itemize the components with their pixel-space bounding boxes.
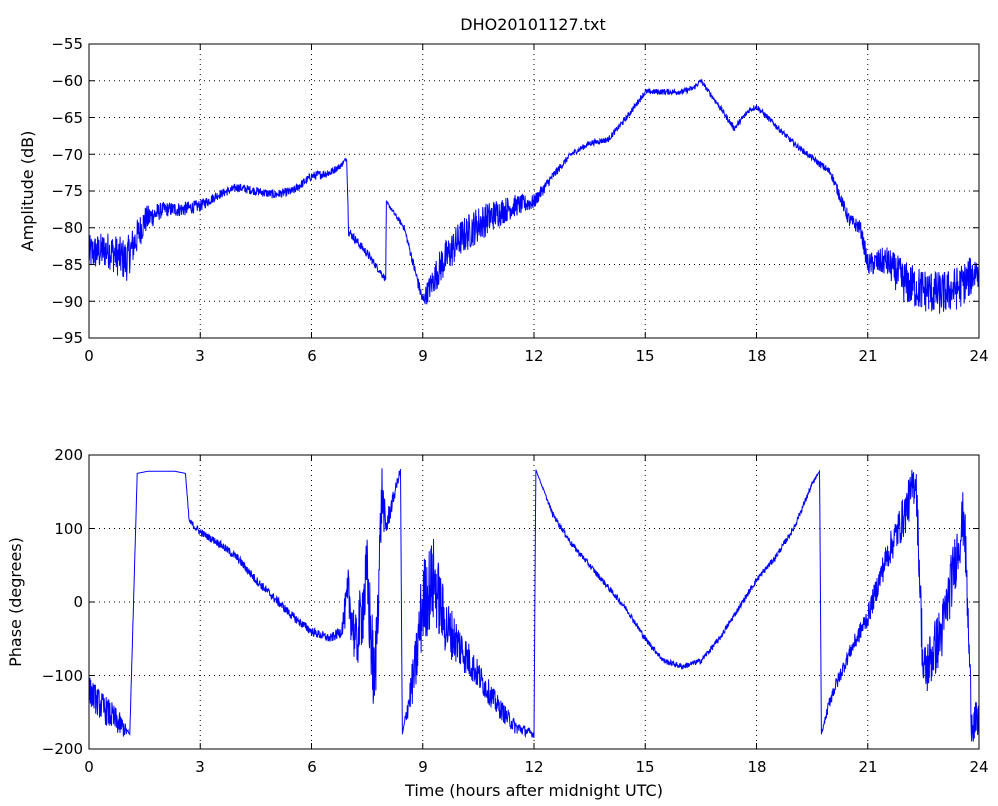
phase-x-tick-labels: 0 3 6 9 12 15 18 21 24	[84, 758, 988, 776]
phase-x-axis-label: Time (hours after midnight UTC)	[404, 781, 663, 800]
y-tick-label: −90	[51, 293, 83, 311]
phase-plot: −200 −100 0 100 200 0 3 6 9 12 15 18 21 …	[6, 446, 989, 800]
x-tick-label: 0	[84, 347, 94, 365]
amplitude-series	[88, 78, 980, 314]
phase-ticks	[88, 454, 980, 750]
x-tick-label: 9	[418, 758, 428, 776]
y-tick-label: −65	[51, 109, 83, 127]
phase-y-tick-labels: −200 −100 0 100 200	[42, 446, 83, 758]
amplitude-ticks	[88, 43, 980, 339]
phase-y-axis-label: Phase (degrees)	[6, 537, 25, 667]
x-tick-label: 6	[307, 758, 317, 776]
x-tick-label: 21	[858, 758, 877, 776]
x-tick-label: 3	[195, 758, 205, 776]
x-tick-label: 15	[635, 758, 654, 776]
x-tick-label: 6	[307, 347, 317, 365]
y-tick-label: 200	[54, 446, 83, 464]
phase-series	[88, 468, 980, 742]
y-tick-label: −70	[51, 146, 83, 164]
y-tick-label: −200	[42, 740, 83, 758]
series-line	[88, 78, 980, 314]
x-tick-label: 24	[969, 758, 988, 776]
y-tick-label: 100	[54, 520, 83, 538]
y-tick-label: −75	[51, 182, 83, 200]
y-tick-label: −55	[51, 35, 83, 53]
amplitude-x-tick-labels: 0 3 6 9 12 15 18 21 24	[84, 347, 988, 365]
y-tick-label: −100	[42, 667, 83, 685]
x-tick-label: 12	[524, 347, 543, 365]
y-tick-label: 0	[73, 593, 83, 611]
x-tick-label: 21	[858, 347, 877, 365]
x-tick-label: 0	[84, 758, 94, 776]
x-tick-label: 15	[635, 347, 654, 365]
x-tick-label: 18	[747, 758, 766, 776]
x-tick-label: 9	[418, 347, 428, 365]
amplitude-y-axis-label: Amplitude (dB)	[18, 131, 37, 252]
y-tick-label: −80	[51, 219, 83, 237]
series-line	[88, 468, 980, 742]
y-tick-label: −60	[51, 72, 83, 90]
figure-title: DHO20101127.txt	[460, 15, 605, 34]
amplitude-y-tick-labels: −95 −90 −85 −80 −75 −70 −65 −60 −55	[51, 35, 83, 347]
x-tick-label: 24	[969, 347, 988, 365]
x-tick-label: 12	[524, 758, 543, 776]
amplitude-plot: −95 −90 −85 −80 −75 −70 −65 −60 −55 0 3 …	[18, 35, 989, 365]
y-tick-label: −95	[51, 329, 83, 347]
x-tick-label: 18	[747, 347, 766, 365]
amplitude-grid	[89, 44, 979, 338]
y-tick-label: −85	[51, 256, 83, 274]
x-tick-label: 3	[195, 347, 205, 365]
